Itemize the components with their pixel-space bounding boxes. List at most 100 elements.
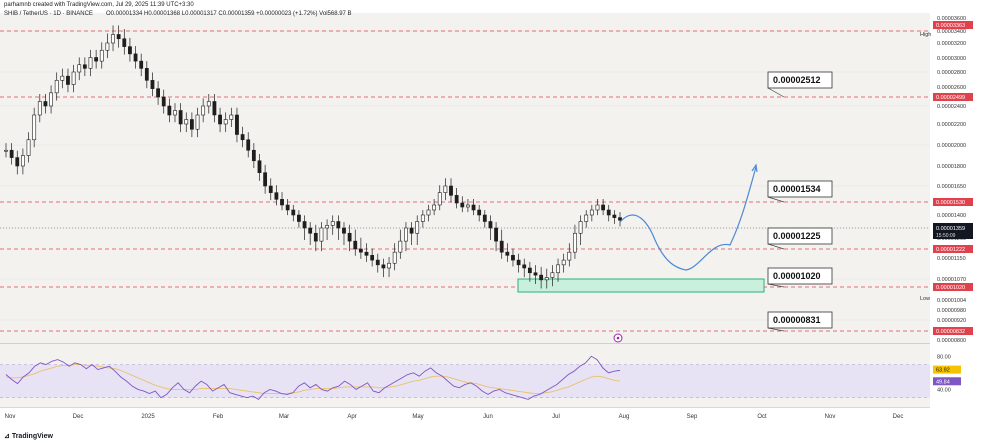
rsi-band xyxy=(0,364,930,398)
level-callout-label: 0.00001534 xyxy=(773,184,821,194)
candle-body xyxy=(454,195,459,204)
candle-body xyxy=(116,34,121,40)
candle-body xyxy=(139,60,144,69)
candle-body xyxy=(364,251,369,256)
rsi-value-tag-bg xyxy=(933,365,961,374)
y-tick-label: 0.00002800 xyxy=(937,70,966,76)
header-created: parhamnb created with TradingView.com, J… xyxy=(4,2,194,8)
candle-body xyxy=(370,255,375,261)
candle-body xyxy=(156,88,160,98)
candle-body xyxy=(280,199,284,206)
candle-body xyxy=(133,53,138,62)
candle-body xyxy=(347,232,352,242)
level-callout-box xyxy=(767,227,833,245)
y-tick-label: 0.00002000 xyxy=(937,143,966,149)
candle-body xyxy=(460,202,465,208)
candle-body xyxy=(268,185,273,193)
level-callout-pointer xyxy=(767,243,785,250)
y-tick-label: 0.00001650 xyxy=(937,184,966,190)
candle-body xyxy=(330,221,335,226)
level-callout-box xyxy=(767,267,833,285)
candle-body xyxy=(178,110,183,125)
y-tick-label: 0.00003400 xyxy=(937,29,966,35)
candle-body xyxy=(302,221,307,229)
candle-body xyxy=(488,221,493,229)
x-tick-label: 2025 xyxy=(141,414,155,420)
candle-body xyxy=(443,185,448,193)
candle-body xyxy=(589,209,594,216)
candle-body xyxy=(358,248,363,253)
level-tag-label: 0.00001020 xyxy=(936,285,965,291)
candle-body xyxy=(578,221,583,234)
candle-body xyxy=(325,225,329,229)
demand-zone xyxy=(517,278,765,293)
candle-body xyxy=(336,221,341,229)
y-tick-label: 0.00002400 xyxy=(937,104,966,110)
candle-body xyxy=(77,64,82,73)
y-tick-label: 0.00002600 xyxy=(937,85,966,91)
x-tick-label: Feb xyxy=(213,414,224,420)
current-price-tag-bg xyxy=(933,223,973,239)
header-ohlc: O0.00001334 H0.00001368 L0.00001317 C0.0… xyxy=(106,11,352,17)
candle-body xyxy=(43,101,48,107)
candle-body xyxy=(184,119,189,125)
candle-body xyxy=(297,214,301,222)
y-tick-label: 0.00003200 xyxy=(937,41,966,47)
candle-body xyxy=(381,264,386,269)
candle-body xyxy=(32,114,37,141)
candle-body xyxy=(471,204,476,211)
candle-body xyxy=(251,149,256,162)
candle-body xyxy=(246,139,251,151)
candle-body xyxy=(161,96,166,107)
candle-body xyxy=(285,204,290,211)
rsi-y-tick-label: 80.00 xyxy=(937,354,951,360)
y-tick-label: 0.00001070 xyxy=(937,277,966,283)
level-tag-label: 0.00001530 xyxy=(936,200,965,206)
candle-body xyxy=(527,267,532,274)
candle-body xyxy=(263,172,268,187)
event-marker-dot xyxy=(616,336,620,340)
level-callout-pointer xyxy=(767,196,785,203)
candle-body xyxy=(105,42,110,51)
candle-body xyxy=(4,149,8,152)
x-tick-label: Apr xyxy=(347,414,356,420)
candle-body xyxy=(308,227,313,234)
candle-body xyxy=(595,204,600,211)
level-callout-box xyxy=(767,311,833,329)
candle-body xyxy=(556,264,560,274)
candle-body xyxy=(375,259,380,266)
candle-body xyxy=(82,64,87,69)
candle-body xyxy=(9,149,14,158)
level-callout-pointer xyxy=(767,283,785,288)
candle-body xyxy=(20,155,25,167)
rsi-ma-tag-bg xyxy=(933,377,961,386)
candle-body xyxy=(539,274,544,281)
candle-body xyxy=(550,272,555,278)
candle-body xyxy=(437,192,442,206)
brand-label: TradingView xyxy=(11,433,53,440)
level-tag-bg xyxy=(933,198,973,206)
candle-body xyxy=(494,227,498,242)
x-tick-label: Oct xyxy=(757,414,767,420)
candle-body xyxy=(387,262,391,269)
candle-body xyxy=(511,255,515,261)
candle-body xyxy=(60,75,65,81)
high-label: High xyxy=(920,32,931,38)
candle-body xyxy=(195,114,200,130)
level-tag-label: 0.00000832 xyxy=(936,329,965,335)
candle-body xyxy=(94,57,99,62)
candle-body xyxy=(415,221,420,234)
candle-body xyxy=(257,160,262,173)
tradingview-logo-icon: ⊿ xyxy=(4,433,12,440)
level-tag-bg xyxy=(933,93,973,101)
candle-body xyxy=(342,227,346,234)
candle-body xyxy=(128,46,132,55)
price-pane xyxy=(0,13,930,343)
candle-body xyxy=(573,232,577,253)
rsi-ma-line xyxy=(5,364,621,395)
candle-body xyxy=(606,209,611,216)
candle-body xyxy=(99,49,104,62)
rsi-value-label: 63.92 xyxy=(936,368,950,374)
level-tag-bg xyxy=(933,283,973,291)
